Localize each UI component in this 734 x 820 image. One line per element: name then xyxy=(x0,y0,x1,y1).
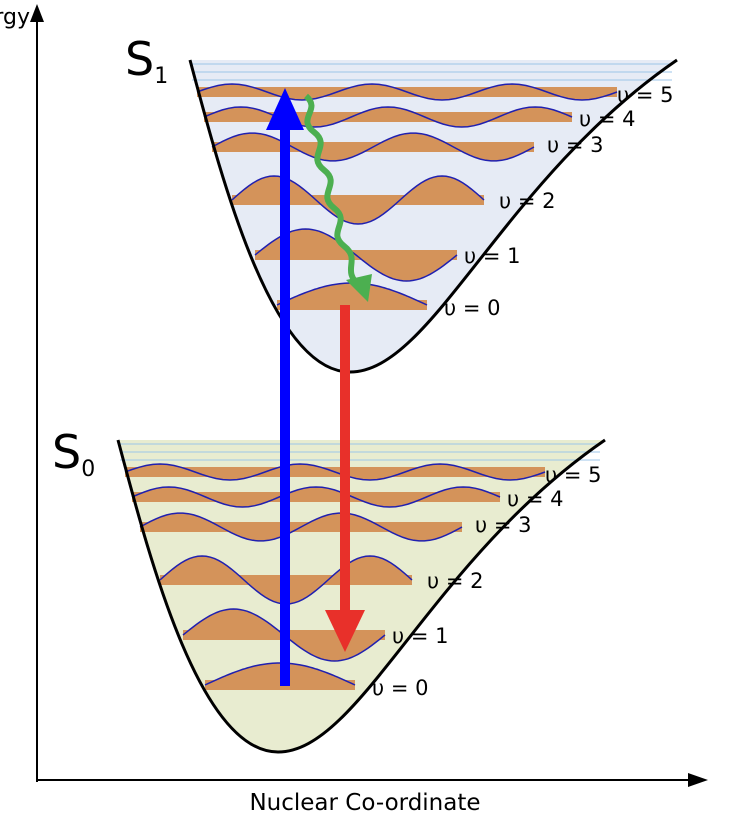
y-axis-arrow xyxy=(30,4,44,22)
wells: υ = 0υ = 1υ = 2υ = 3υ = 4υ = 5υ = 0υ = 1… xyxy=(116,58,678,754)
wavefunction-line xyxy=(131,486,501,508)
wavefunction xyxy=(277,283,427,305)
x-axis-label: Nuclear Co-ordinate xyxy=(249,790,480,816)
relaxation-arrow xyxy=(303,93,363,289)
emission-head xyxy=(325,610,365,652)
state-label: S0 xyxy=(52,425,95,482)
wavefunction xyxy=(132,487,500,507)
level-label: υ = 5 xyxy=(545,463,601,487)
wavefunction-line xyxy=(196,83,618,101)
absorption-head xyxy=(266,88,304,130)
state-subscript: 1 xyxy=(154,64,168,89)
wavefunction-line xyxy=(139,512,463,542)
level-label: υ = 5 xyxy=(617,83,673,107)
potential-curve xyxy=(188,58,678,374)
y-axis-label: Energy xyxy=(0,5,30,30)
wavefunction-line xyxy=(203,106,573,128)
level-label: υ = 1 xyxy=(392,624,448,648)
wavefunction-line xyxy=(211,132,535,162)
x-axis-arrow xyxy=(688,773,708,787)
state-letter: S xyxy=(52,425,81,479)
level-label: υ = 0 xyxy=(372,676,428,700)
wavefunction-line xyxy=(231,175,485,225)
potential-well: υ = 0υ = 1υ = 2υ = 3υ = 4υ = 5 xyxy=(116,438,606,754)
level-label: υ = 1 xyxy=(464,244,520,268)
relaxation-head xyxy=(346,274,372,302)
state-label: S1 xyxy=(125,32,168,89)
level-label: υ = 4 xyxy=(579,107,635,131)
wavefunction-line xyxy=(124,463,546,481)
potential-well: υ = 0υ = 1υ = 2υ = 3υ = 4υ = 5 xyxy=(188,58,678,374)
wavefunction xyxy=(232,176,484,224)
state-subscript: 0 xyxy=(81,457,95,482)
transitions xyxy=(266,88,372,686)
level-label: υ = 4 xyxy=(507,487,563,511)
potential-curve xyxy=(116,438,606,754)
state-letter: S xyxy=(125,32,154,86)
level-label: υ = 0 xyxy=(444,296,500,320)
